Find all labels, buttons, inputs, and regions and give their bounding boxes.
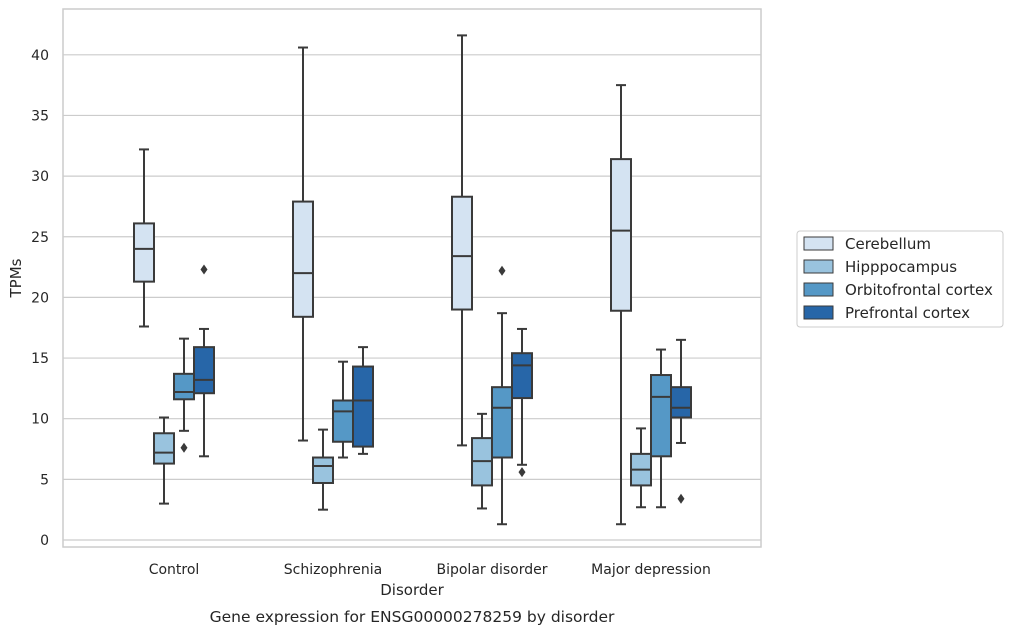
legend-label: Hipppocampus bbox=[845, 258, 957, 276]
outlier-point bbox=[518, 467, 526, 478]
box-iqr bbox=[352, 365, 374, 448]
x-tick-label: Control bbox=[149, 562, 200, 578]
x-tick-label: Major depression bbox=[591, 562, 711, 578]
box-groups bbox=[133, 34, 692, 526]
box-iqr bbox=[511, 352, 533, 400]
box-iqr bbox=[153, 432, 175, 465]
y-tick-label: 25 bbox=[31, 230, 49, 246]
y-tick-label: 10 bbox=[31, 412, 49, 428]
box-cerebellum bbox=[610, 84, 632, 526]
plot-background bbox=[63, 9, 761, 547]
box-iqr bbox=[650, 374, 672, 458]
legend-frame bbox=[796, 230, 1004, 328]
y-tick-label: 20 bbox=[31, 290, 49, 306]
box-iqr bbox=[312, 456, 334, 484]
box-iqr bbox=[332, 399, 354, 443]
legend-label: Prefrontal cortex bbox=[845, 304, 970, 322]
box-hipppocampus bbox=[630, 427, 652, 509]
y-tick-label: 0 bbox=[40, 533, 49, 549]
box-prefrontal-cortex bbox=[511, 327, 533, 478]
legend-swatch bbox=[803, 282, 834, 297]
box-iqr bbox=[610, 158, 632, 312]
box-iqr bbox=[133, 222, 155, 283]
y-axis-ticks: 0 5 10 15 20 25 30 35 40 bbox=[31, 48, 49, 549]
y-tick-label: 15 bbox=[31, 351, 49, 367]
box-prefrontal-cortex bbox=[352, 346, 374, 455]
y-tick-label: 5 bbox=[40, 472, 49, 488]
outlier-point bbox=[200, 264, 208, 275]
plot-frame bbox=[62, 8, 762, 548]
y-tick-label: 35 bbox=[31, 108, 49, 124]
box-iqr bbox=[670, 386, 692, 419]
x-axis-label: Disorder bbox=[380, 581, 444, 599]
legend-swatch bbox=[803, 305, 834, 320]
outlier-point bbox=[677, 493, 685, 504]
legend-swatch bbox=[803, 236, 834, 251]
box-prefrontal-cortex bbox=[670, 338, 692, 504]
outlier-point bbox=[498, 265, 506, 276]
legend-label: Orbitofrontal cortex bbox=[845, 281, 993, 299]
box-iqr bbox=[173, 372, 195, 401]
box-hipppocampus bbox=[153, 416, 175, 505]
legend: Cerebellum Hipppocampus Orbitofrontal cort… bbox=[796, 230, 1004, 328]
box-orbitofrontal-cortex bbox=[491, 265, 513, 526]
x-tick-label: Schizophrenia bbox=[284, 562, 382, 578]
x-axis-ticks: Control Schizophrenia Bipolar disorder Majo… bbox=[149, 562, 711, 578]
box-iqr bbox=[292, 200, 314, 318]
legend-swatch bbox=[803, 259, 834, 274]
outlier-point bbox=[180, 442, 188, 453]
box-iqr bbox=[193, 346, 215, 395]
gridlines bbox=[63, 54, 761, 541]
x-tick-label: Bipolar disorder bbox=[436, 562, 547, 578]
box-hipppocampus bbox=[312, 428, 334, 511]
y-tick-label: 30 bbox=[31, 169, 49, 185]
box-hipppocampus bbox=[471, 412, 493, 510]
y-axis-label: TPMs bbox=[7, 258, 25, 298]
chart-caption: Gene expression for ENSG00000278259 by d… bbox=[210, 608, 615, 626]
legend-label: Cerebellum bbox=[845, 235, 931, 253]
box-iqr bbox=[491, 386, 513, 459]
box-iqr bbox=[451, 195, 473, 311]
box-cerebellum bbox=[451, 34, 473, 447]
box-cerebellum bbox=[133, 148, 155, 328]
y-tick-label: 40 bbox=[31, 48, 49, 64]
box-cerebellum bbox=[292, 46, 314, 442]
box-prefrontal-cortex bbox=[193, 264, 215, 458]
